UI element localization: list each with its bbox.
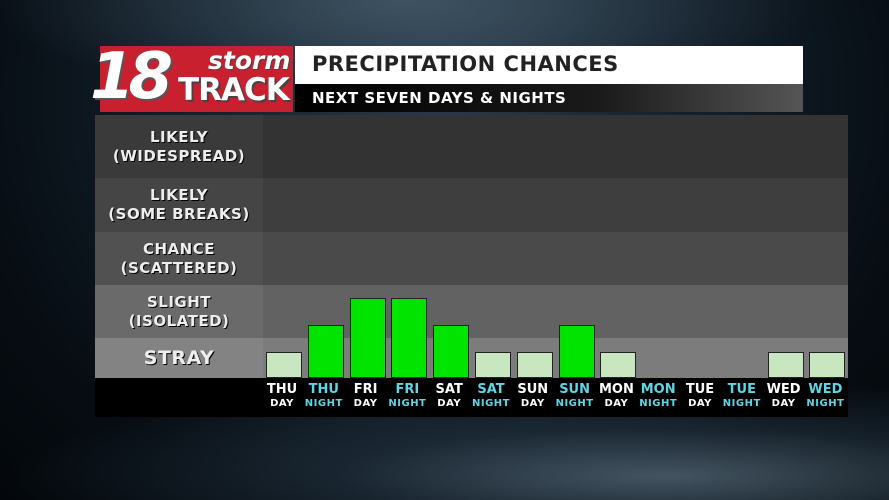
x-tick-label: WED NIGHT (804, 382, 846, 410)
precip-bar (433, 325, 470, 378)
level-label-line1: LIKELY (149, 186, 209, 204)
station-logo: 18 storm TRACK (90, 44, 293, 112)
precip-bar (266, 352, 302, 378)
logo-number: 18 (90, 40, 173, 114)
level-label: SLIGHT (ISOLATED) (95, 285, 263, 338)
tick-day: WED (766, 382, 801, 397)
tick-period: DAY (520, 398, 545, 409)
level-label: LIKELY (SOME BREAKS) (95, 178, 263, 232)
tick-period: DAY (771, 398, 796, 409)
tick-day: MON (640, 382, 676, 397)
tick-period: NIGHT (722, 398, 761, 409)
tick-period: DAY (353, 398, 378, 409)
tick-period: DAY (688, 398, 712, 409)
tick-day: WED (808, 382, 843, 397)
precip-bar (516, 352, 553, 378)
precip-bar (349, 298, 386, 378)
x-tick-label: SUN DAY (512, 382, 554, 410)
tick-period: DAY (604, 398, 629, 409)
tick-period: DAY (270, 398, 294, 409)
tick-day: THU (308, 382, 339, 397)
level-label-line2: (SCATTERED) (120, 258, 238, 277)
tick-period: NIGHT (472, 398, 510, 409)
level-label: CHANCE (SCATTERED) (95, 232, 263, 285)
logo-track-text: TRACK (178, 72, 290, 108)
tick-day: FRI (395, 382, 420, 397)
x-tick-label: MON DAY (595, 382, 637, 410)
level-band: CHANCE (SCATTERED) (95, 232, 848, 285)
level-label-line2: (ISOLATED) (128, 311, 230, 330)
logo-storm-text: storm (208, 46, 291, 75)
x-tick-label: SUN NIGHT (554, 382, 596, 410)
precip-bar (600, 352, 637, 378)
level-label-line2: (WIDESPREAD) (112, 146, 246, 165)
level-label: STRAY (95, 338, 263, 378)
level-band: LIKELY (SOME BREAKS) (95, 178, 848, 232)
bar-area (265, 115, 848, 378)
level-band-area (263, 178, 848, 232)
x-tick-label: THU NIGHT (303, 382, 345, 410)
level-label-line1: CHANCE (143, 239, 215, 258)
x-tick-label: FRI NIGHT (386, 382, 428, 410)
title-bar: PRECIPITATION CHANCES (295, 46, 803, 84)
x-tick-label: THU DAY (261, 382, 303, 410)
level-label-line2: (SOME BREAKS) (108, 205, 250, 223)
tick-day: SAT (477, 382, 505, 397)
tick-day: TUE (727, 382, 756, 397)
precip-bar (767, 352, 804, 378)
x-tick-label: SAT NIGHT (470, 382, 512, 410)
precip-bar (558, 325, 595, 378)
level-band: LIKELY (WIDESPREAD) (95, 115, 848, 178)
chart-subtitle: NEXT SEVEN DAYS & NIGHTS (312, 89, 567, 107)
chart-title: PRECIPITATION CHANCES (312, 52, 619, 76)
level-label-line1: SLIGHT (146, 292, 212, 311)
tick-period: NIGHT (806, 398, 845, 409)
level-label-line1: STRAY (143, 346, 215, 369)
x-tick-label: SAT DAY (428, 382, 470, 410)
tick-day: TUE (685, 382, 715, 397)
tick-day: SUN (517, 382, 549, 397)
subtitle-bar: NEXT SEVEN DAYS & NIGHTS (295, 84, 803, 112)
tick-day: MON (598, 382, 634, 397)
precip-bar (475, 352, 511, 378)
tick-period: NIGHT (639, 398, 678, 409)
tick-day: THU (266, 382, 298, 397)
tick-day: FRI (353, 382, 378, 397)
x-tick-label: MON NIGHT (637, 382, 679, 410)
level-label: LIKELY (WIDESPREAD) (95, 115, 263, 178)
tick-day: SAT (435, 382, 463, 397)
tick-period: DAY (437, 398, 462, 409)
chart-panel: LIKELY (WIDESPREAD) LIKELY (SOME BREAKS) CHA… (95, 115, 848, 417)
tick-period: NIGHT (388, 398, 427, 409)
x-tick-label: WED DAY (763, 382, 805, 410)
level-label-line1: LIKELY (149, 127, 209, 146)
x-tick-label: TUE DAY (679, 382, 721, 410)
precip-bar (391, 298, 428, 378)
level-band-area (263, 115, 848, 178)
tick-day: SUN (559, 382, 590, 397)
x-axis: THU DAY THU NIGHT FRI DAY FRI NIGHT SAT DAY SAT NIG… (95, 378, 848, 417)
tick-period: NIGHT (555, 398, 594, 409)
precip-bar (809, 352, 846, 378)
level-band-area (263, 232, 848, 285)
tick-period: NIGHT (304, 398, 343, 409)
precip-bar (307, 325, 344, 378)
x-tick-label: FRI DAY (345, 382, 387, 410)
x-tick-label: TUE NIGHT (721, 382, 763, 410)
